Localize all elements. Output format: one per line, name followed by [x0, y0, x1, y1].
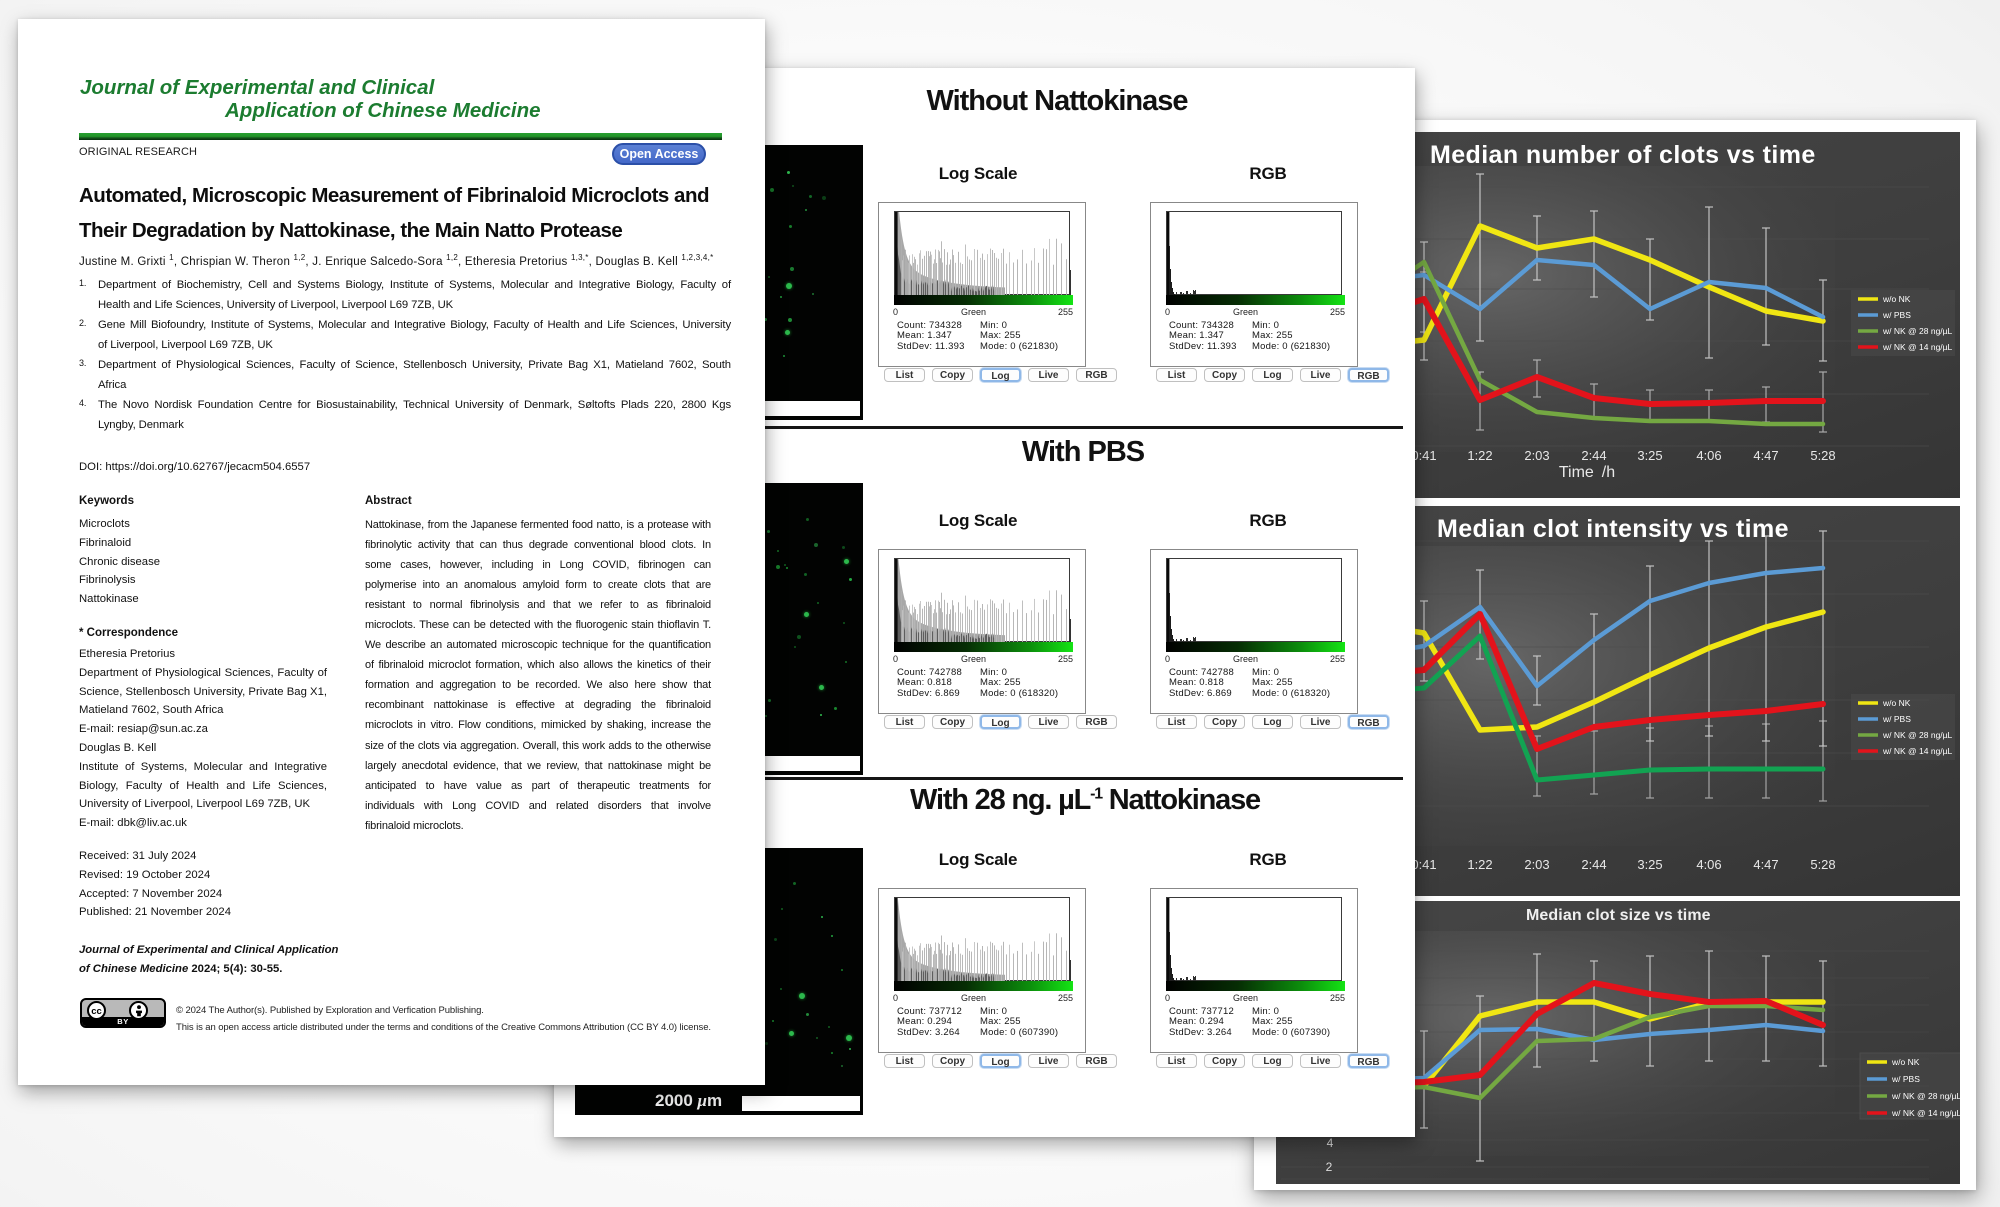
svg-text:4:47: 4:47 — [1753, 857, 1778, 872]
svg-text:2:03: 2:03 — [1524, 857, 1549, 872]
svg-text:2: 2 — [1326, 1160, 1333, 1174]
svg-text:1:22: 1:22 — [1467, 857, 1492, 872]
svg-text:Time /h: Time /h — [1559, 464, 1615, 481]
svg-text:0:41: 0:41 — [1411, 448, 1436, 463]
svg-text:2:44: 2:44 — [1581, 448, 1606, 463]
svg-text:w/ PBS: w/ PBS — [1882, 714, 1911, 724]
svg-text:0:41: 0:41 — [1411, 857, 1436, 872]
svg-text:4:06: 4:06 — [1696, 448, 1721, 463]
svg-text:w/ NK @ 28 ng/µL: w/ NK @ 28 ng/µL — [1882, 326, 1953, 336]
svg-text:4:47: 4:47 — [1753, 448, 1778, 463]
svg-text:5:28: 5:28 — [1810, 857, 1835, 872]
svg-text:w/ PBS: w/ PBS — [1891, 1074, 1920, 1084]
svg-text:4: 4 — [1327, 1136, 1334, 1150]
svg-text:w/ NK @ 14 ng/µL: w/ NK @ 14 ng/µL — [1882, 746, 1953, 756]
svg-text:w/ PBS: w/ PBS — [1882, 310, 1911, 320]
svg-text:3:25: 3:25 — [1637, 448, 1662, 463]
svg-text:5:28: 5:28 — [1810, 448, 1835, 463]
svg-text:4:06: 4:06 — [1696, 857, 1721, 872]
svg-text:1:22: 1:22 — [1467, 448, 1492, 463]
svg-text:w/ NK @ 28 ng/µL: w/ NK @ 28 ng/µL — [1891, 1091, 1960, 1101]
svg-text:w/o NK: w/o NK — [1891, 1057, 1920, 1067]
svg-text:2:44: 2:44 — [1581, 857, 1606, 872]
svg-text:3:25: 3:25 — [1637, 857, 1662, 872]
svg-text:w/ NK @ 28 ng/µL: w/ NK @ 28 ng/µL — [1882, 730, 1953, 740]
svg-text:2:03: 2:03 — [1524, 448, 1549, 463]
svg-text:w/o NK: w/o NK — [1882, 294, 1911, 304]
svg-text:w/o NK: w/o NK — [1882, 698, 1911, 708]
svg-text:w/ NK @ 14 ng/µL: w/ NK @ 14 ng/µL — [1891, 1108, 1960, 1118]
svg-text:w/ NK @ 14 ng/µL: w/ NK @ 14 ng/µL — [1882, 342, 1953, 352]
